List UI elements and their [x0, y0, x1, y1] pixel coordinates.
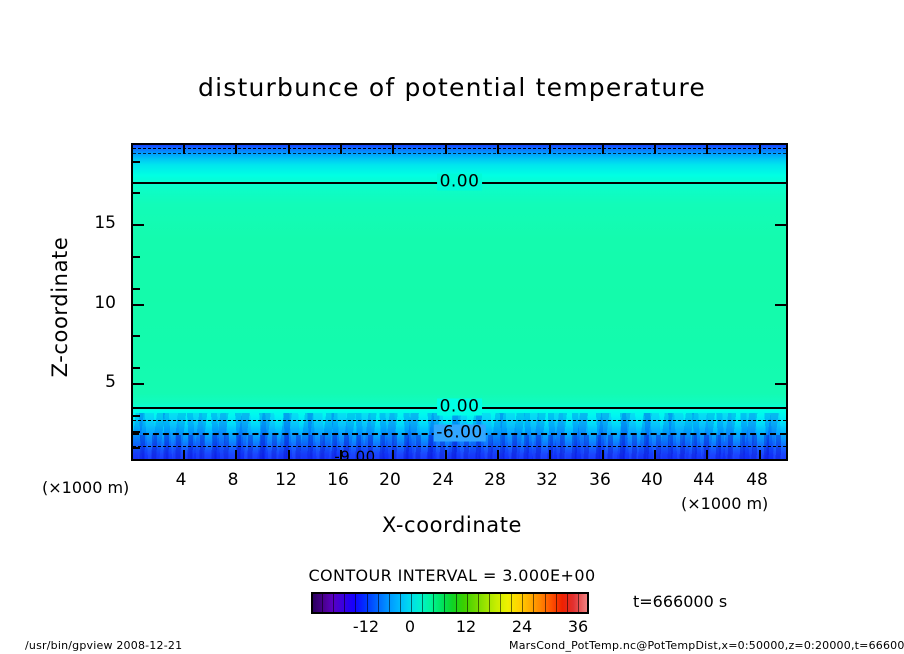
colorbar-tick-marks [311, 592, 589, 614]
contour-line-top-dashed-2 [133, 153, 786, 154]
footer-dataset-info: MarsCond_PotTemp.nc@PotTempDist,x=0:5000… [509, 639, 904, 652]
y-axis-title: Z-coordinate [48, 236, 72, 378]
contour-label-minus9: -9.00 [334, 447, 376, 461]
x-tick-40 [654, 450, 656, 459]
footer-command-info: /usr/bin/gpview 2008-12-21 [25, 639, 183, 652]
y-tick-6 [133, 367, 140, 369]
x-tick-top-48 [759, 145, 761, 154]
x-tick-top-8 [235, 145, 237, 154]
x-tick-label-44: 44 [693, 470, 715, 490]
contour-label-zero-lower: 0.00 [436, 398, 483, 416]
x-tick-top-36 [602, 145, 604, 154]
contour-line-minus3 [133, 420, 786, 421]
x-tick-24 [445, 450, 447, 459]
x-tick-top-32 [549, 145, 551, 154]
x-tick-top-12 [288, 145, 290, 154]
x-tick-4 [183, 450, 185, 459]
x-axis-title: X-coordinate [381, 513, 523, 537]
x-axis-unit-left: (×1000 m) [42, 478, 130, 497]
y-tick-3 [133, 415, 140, 417]
x-tick-label-8: 8 [227, 470, 239, 490]
y-tick-right-15 [775, 224, 786, 226]
y-tick-1 [133, 447, 140, 449]
x-tick-8 [235, 450, 237, 459]
x-tick-label-12: 12 [275, 470, 297, 490]
y-tick-label-15: 15 [94, 213, 116, 233]
y-tick-right-5 [775, 383, 786, 385]
x-tick-32 [549, 450, 551, 459]
contour-line-minus9 [133, 446, 786, 447]
x-tick-top-24 [445, 145, 447, 154]
x-tick-top-20 [392, 145, 394, 154]
contour-label-zero-upper: 0.00 [436, 173, 483, 191]
colorbar-tick-label-12: 12 [455, 617, 477, 636]
x-tick-top-40 [654, 145, 656, 154]
y-tick-17 [133, 192, 140, 194]
y-tick-8 [133, 335, 140, 337]
y-tick-right-10 [775, 304, 786, 306]
colorbar-tick-label-minus12: -12 [352, 617, 380, 636]
y-tick-13 [133, 256, 140, 258]
y-tick-label-5: 5 [105, 372, 116, 392]
x-tick-label-40: 40 [641, 470, 663, 490]
y-tick-19 [133, 161, 140, 163]
y-tick-11 [133, 288, 140, 290]
colorbar[interactable] [311, 592, 589, 614]
x-tick-28 [497, 450, 499, 459]
x-tick-36 [602, 450, 604, 459]
y-tick-5 [133, 383, 144, 385]
y-tick-label-10: 10 [94, 293, 116, 313]
colorbar-gradient [311, 592, 589, 614]
x-tick-label-32: 32 [536, 470, 558, 490]
colorbar-tick-label-36: 36 [567, 617, 589, 636]
x-tick-label-24: 24 [432, 470, 454, 490]
x-tick-label-48: 48 [746, 470, 768, 490]
x-tick-label-36: 36 [589, 470, 611, 490]
x-tick-label-28: 28 [484, 470, 506, 490]
x-tick-20 [392, 450, 394, 459]
x-tick-label-20: 20 [379, 470, 401, 490]
y-tick-15 [133, 224, 144, 226]
x-tick-label-4: 4 [175, 470, 187, 490]
x-tick-top-28 [497, 145, 499, 154]
time-annotation: t=666000 s [633, 592, 728, 611]
colorbar-tick-label-24: 24 [511, 617, 533, 636]
x-tick-top-16 [340, 145, 342, 154]
x-tick-16 [340, 450, 342, 459]
x-tick-top-4 [183, 145, 185, 154]
contour-line-top-dashed-1 [133, 148, 786, 149]
x-tick-44 [706, 450, 708, 459]
colorbar-caption: CONTOUR INTERVAL = 3.000E+00 [308, 566, 596, 585]
x-tick-top-44 [706, 145, 708, 154]
x-axis-unit-right: (×1000 m) [681, 494, 769, 513]
y-tick-10 [133, 304, 144, 306]
contour-label-minus6: -6.00 [433, 424, 486, 442]
x-tick-12 [288, 450, 290, 459]
colorbar-tick-label-0: 0 [404, 617, 416, 636]
x-tick-label-16: 16 [327, 470, 349, 490]
page-title: disturbunce of potential temperature [198, 73, 706, 102]
y-tick-2 [133, 431, 140, 433]
x-tick-48 [759, 450, 761, 459]
contour-plot-area[interactable]: 0.00 0.00 -6.00 -9.00 [131, 143, 788, 461]
